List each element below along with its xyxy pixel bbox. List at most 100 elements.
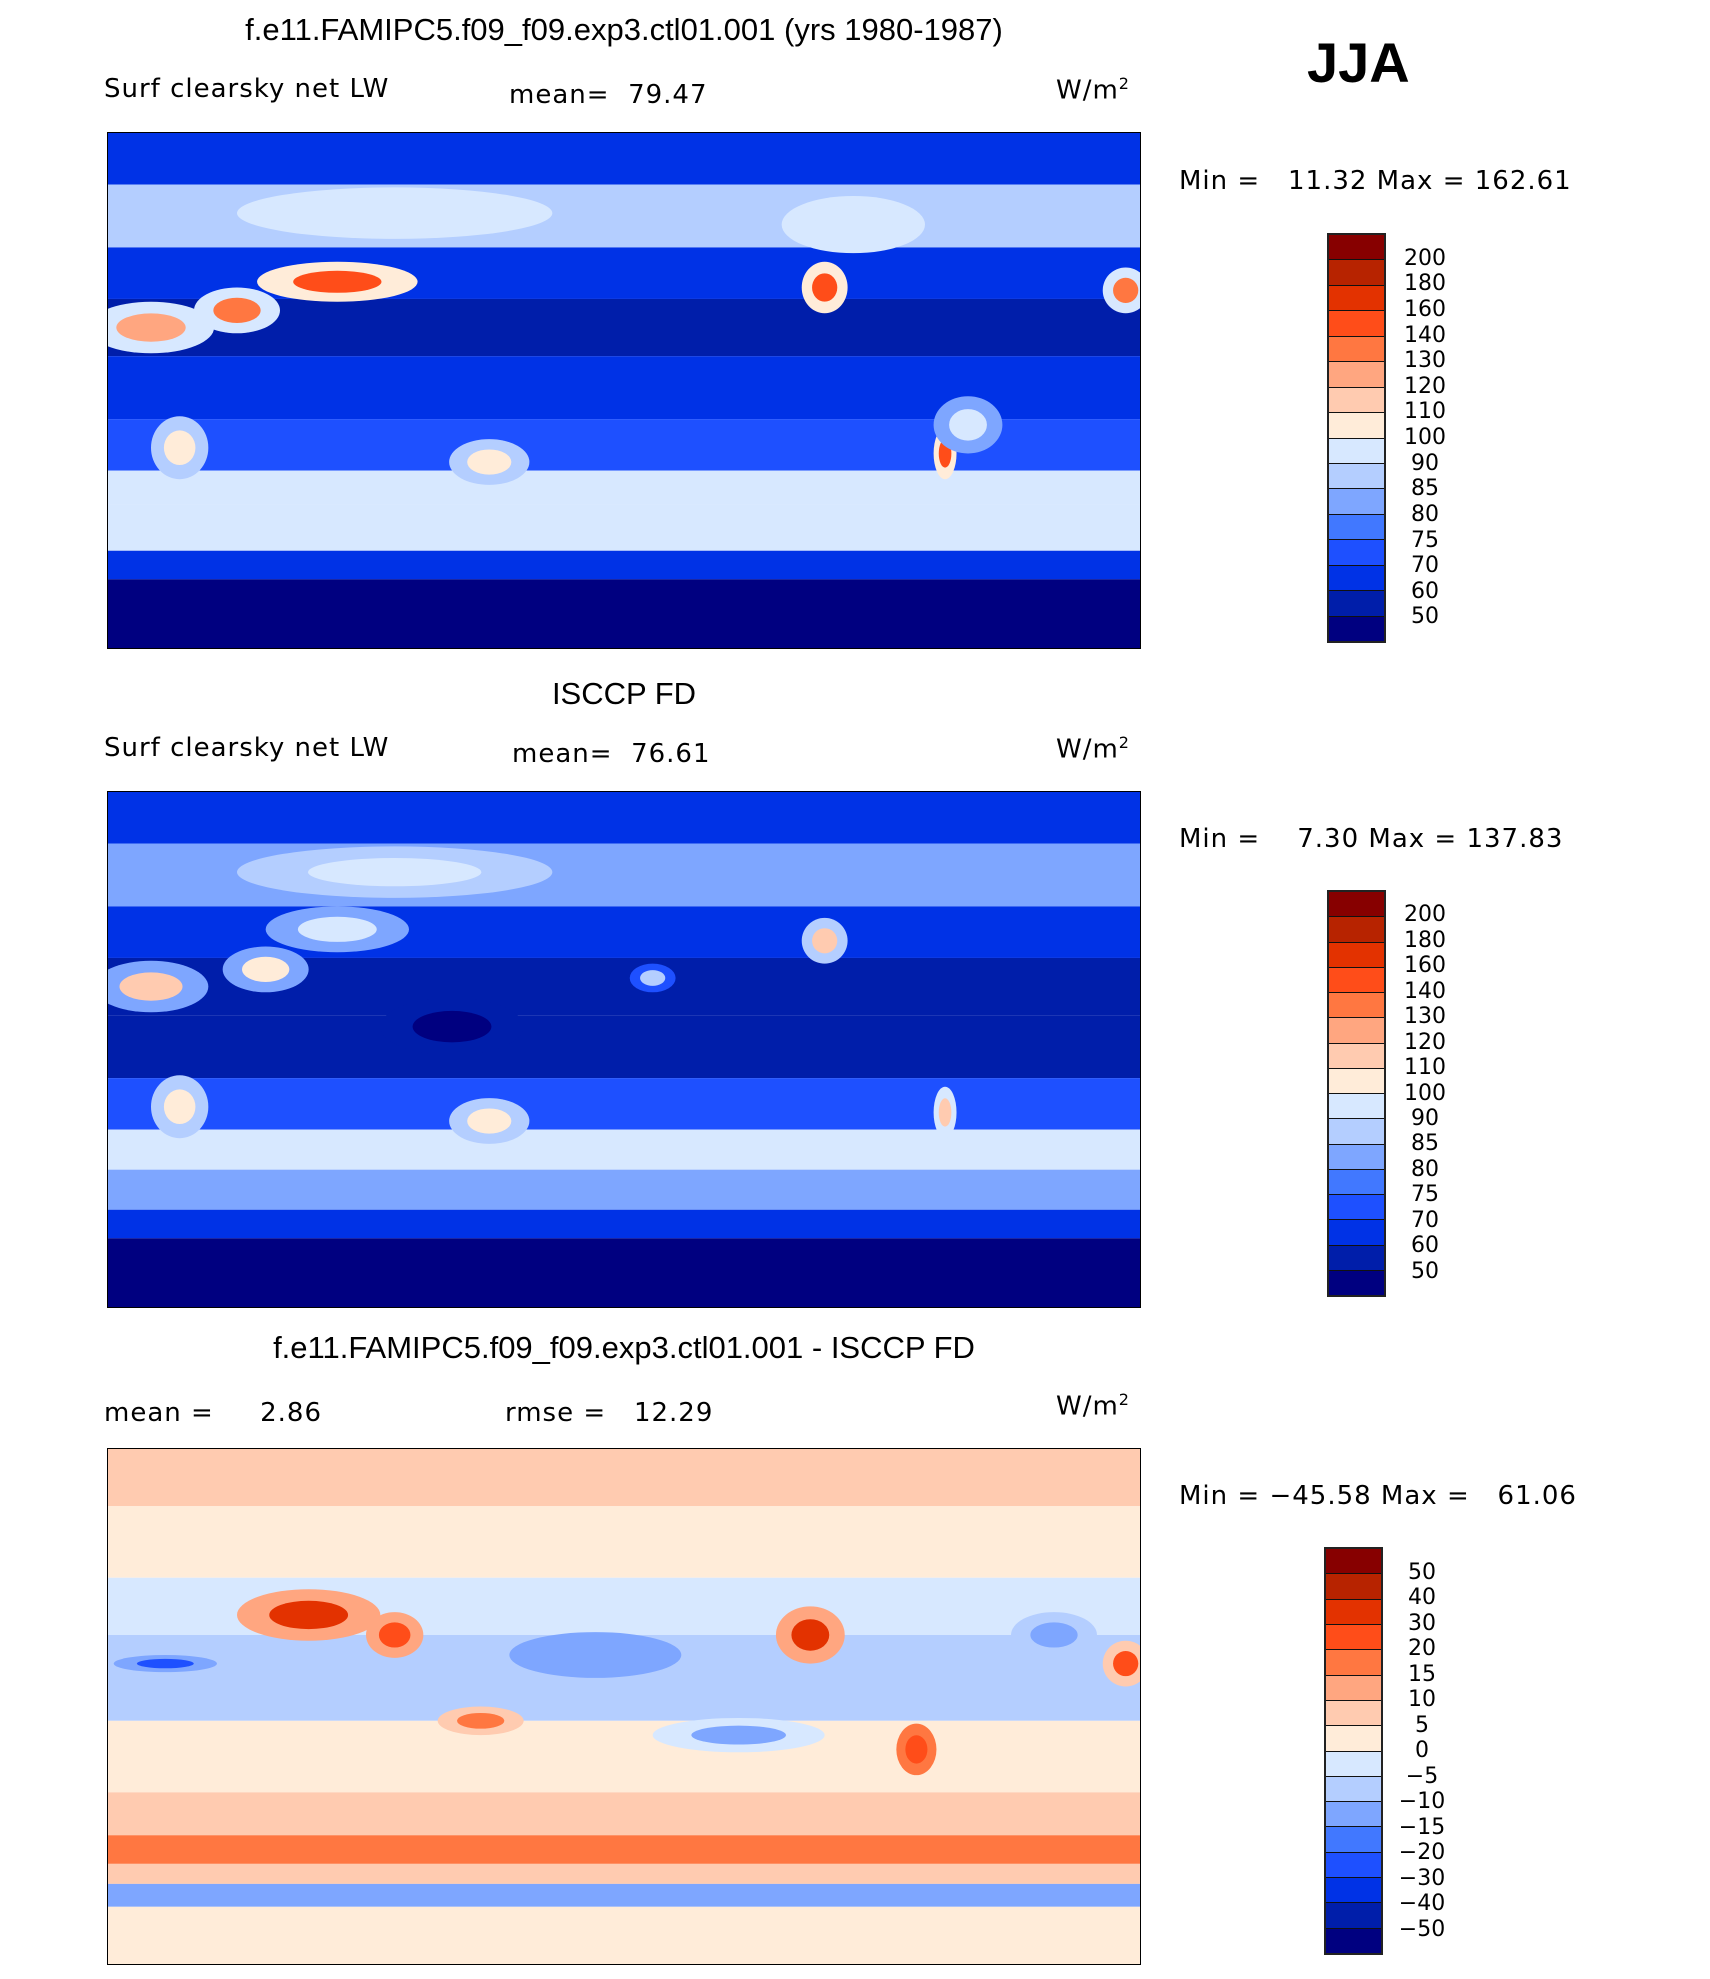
latitude-band <box>108 1835 1140 1864</box>
contour-region <box>293 270 382 293</box>
latitude-band <box>108 1506 1140 1578</box>
contour-region <box>467 449 512 475</box>
colorbar-swatch <box>1329 438 1384 464</box>
colorbar-swatch <box>1326 1852 1381 1879</box>
colorbar-tick-label: 15 <box>1408 1661 1436 1687</box>
contour-region <box>163 1089 196 1125</box>
colorbar-swatch <box>1329 1068 1384 1094</box>
colorbar-swatch <box>1326 1599 1381 1625</box>
colorbar-swatch <box>1329 993 1384 1019</box>
colorbar-swatch <box>1326 1624 1381 1651</box>
colorbar-tick-label: −40 <box>1398 1891 1446 1916</box>
colorbar-swatch <box>1329 1144 1384 1170</box>
colorbar-swatch <box>1329 540 1384 566</box>
colorbar-swatch <box>1329 591 1384 617</box>
colorbar-swatch <box>1329 892 1384 918</box>
contour-region <box>1030 1622 1078 1648</box>
colorbar-tick-label: 75 <box>1411 1182 1439 1208</box>
contour-region <box>136 1658 194 1669</box>
colorbar-swatch <box>1329 311 1384 337</box>
colorbar-tick-label: 180 <box>1404 271 1446 297</box>
colorbar-swatch <box>1326 1802 1381 1828</box>
units-sup: 2 <box>1118 74 1130 93</box>
latitude-band <box>108 504 1140 551</box>
panel2-units: W/m2 <box>1056 733 1130 765</box>
colorbar-tick-label: 160 <box>1404 953 1446 979</box>
panel1-mean: mean= 79.47 <box>509 80 708 110</box>
colorbar-tick-label: 50 <box>1411 604 1439 630</box>
panel1-map <box>107 132 1141 649</box>
colorbar-tick-label: 200 <box>1404 245 1446 271</box>
contour-region <box>119 972 183 1001</box>
colorbar-swatch <box>1329 285 1384 312</box>
colorbar-tick-label: −10 <box>1398 1789 1446 1814</box>
colorbar-swatch <box>1329 463 1384 490</box>
colorbar-tick-label: 100 <box>1404 1080 1446 1106</box>
colorbar-swatch <box>1326 1549 1381 1575</box>
colorbar-tick-label: 130 <box>1404 1004 1446 1030</box>
colorbar-tick-label: 110 <box>1404 1055 1446 1081</box>
colorbar-swatch <box>1329 362 1384 388</box>
panel2-mean: mean= 76.61 <box>512 739 711 769</box>
latitude-band <box>108 1449 1140 1507</box>
panel1-variable: Surf clearsky net LW <box>104 74 390 104</box>
colorbar-swatch <box>1329 942 1384 968</box>
colorbar-tick-label: 60 <box>1411 578 1439 604</box>
colorbar-tick-label: −5 <box>1405 1763 1439 1789</box>
colorbar-swatch <box>1329 235 1384 261</box>
panel2-mean-label: mean= <box>512 739 613 769</box>
colorbar-tick-label: 5 <box>1415 1712 1429 1738</box>
contour-region <box>269 1600 349 1630</box>
latitude-band <box>108 1129 1140 1170</box>
panel3-rmse-label: rmse = <box>505 1398 607 1428</box>
panel1-units: W/m2 <box>1056 74 1130 106</box>
colorbar-swatch <box>1329 260 1384 286</box>
colorbar-swatch <box>1329 514 1384 541</box>
panel2-colorbar <box>1327 890 1386 1297</box>
colorbar-swatch <box>1329 387 1384 414</box>
colorbar-swatch <box>1326 1827 1381 1853</box>
panel3-title: f.e11.FAMIPC5.f09_f09.exp3.ctl01.001 - I… <box>273 1330 975 1365</box>
panel3-units: W/m2 <box>1056 1390 1130 1422</box>
panel1-minmax: Min = 11.32 Max = 162.61 <box>1179 166 1572 196</box>
contour-region <box>812 273 838 302</box>
latitude-band <box>108 1863 1140 1884</box>
contour-region <box>548 1642 643 1668</box>
panel3-colorbar <box>1324 1547 1383 1955</box>
contour-region <box>467 1108 512 1134</box>
panel3-mean-label: mean = <box>104 1398 214 1428</box>
colorbar-swatch <box>1329 967 1384 993</box>
colorbar-tick-label: 200 <box>1404 902 1446 928</box>
latitude-band <box>108 247 1140 299</box>
colorbar-tick-label: 140 <box>1404 978 1446 1004</box>
panel1-mean-label: mean= <box>509 80 610 110</box>
contour-region <box>813 208 893 241</box>
panel2-title: ISCCP FD <box>551 676 697 711</box>
latitude-band <box>108 1209 1140 1239</box>
colorbar-swatch <box>1326 1675 1381 1701</box>
colorbar-swatch <box>1326 1776 1381 1803</box>
colorbar-swatch <box>1326 1903 1381 1929</box>
colorbar-swatch <box>1329 1043 1384 1069</box>
contour-region <box>378 1622 411 1648</box>
panel2-variable: Surf clearsky net LW <box>104 733 390 763</box>
units-text: W/m <box>1056 1391 1119 1422</box>
colorbar-swatch <box>1326 1726 1381 1752</box>
contour-region <box>938 1098 952 1127</box>
contour-region <box>1113 1650 1139 1677</box>
contour-region <box>307 857 482 887</box>
colorbar-swatch <box>1329 917 1384 943</box>
colorbar-tick-label: 30 <box>1408 1610 1436 1636</box>
latitude-band <box>108 1792 1140 1836</box>
colorbar-tick-label: 50 <box>1408 1559 1436 1585</box>
panel3-mean-value: 2.86 <box>260 1398 323 1428</box>
colorbar-tick-label: 60 <box>1411 1233 1439 1259</box>
colorbar-swatch <box>1326 1700 1381 1727</box>
contour-region <box>457 1712 505 1729</box>
colorbar-tick-label: 10 <box>1408 1687 1436 1712</box>
colorbar-tick-label: 85 <box>1411 476 1439 502</box>
contour-region <box>412 1010 492 1043</box>
colorbar-swatch <box>1329 1195 1384 1221</box>
contour-region <box>213 297 261 323</box>
panel3-rmse: rmse = 12.29 <box>505 1398 713 1428</box>
